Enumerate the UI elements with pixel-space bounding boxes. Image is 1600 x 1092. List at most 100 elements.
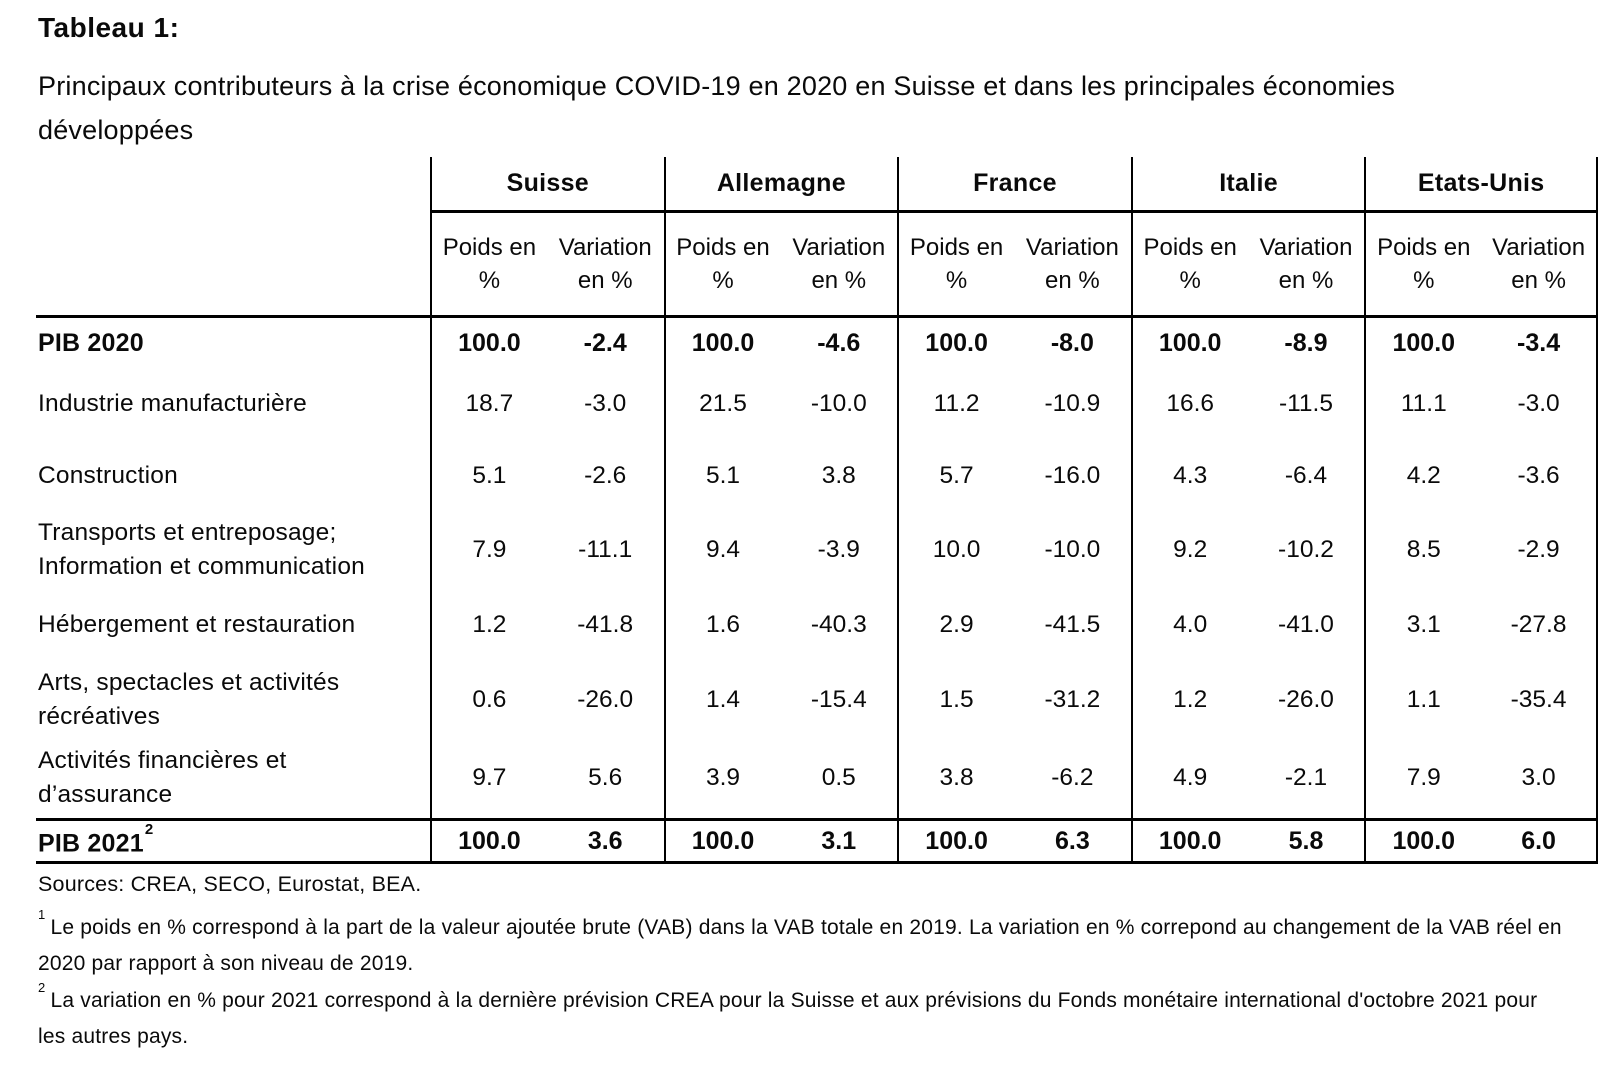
cell-variation: -3.4 xyxy=(1481,318,1598,368)
subheader-poids: Poids en % xyxy=(1130,213,1248,315)
cell-poids: 100.0 xyxy=(1130,821,1248,861)
cell-variation: -2.4 xyxy=(583,328,627,357)
cell-poids: 1.2 xyxy=(430,588,547,662)
cell-variation: 3.0 xyxy=(1481,738,1598,818)
table-header-countries: Suisse Allemagne France Italie Etats-Uni… xyxy=(36,157,1598,213)
row-label-text: Activités financières et d’assurance xyxy=(38,747,287,808)
cell-variation: 3.6 xyxy=(587,826,623,855)
footnote-1: 1Le poids en % correspond à la part de l… xyxy=(38,904,1562,982)
footnote-text: La variation en % pour 2021 correspond à… xyxy=(38,989,1538,1048)
country-header-etats-unis: Etats-Unis xyxy=(1364,157,1598,213)
cell-variation: -10.2 xyxy=(1278,536,1334,563)
country-header-suisse: Suisse xyxy=(430,157,664,213)
header-spacer xyxy=(36,157,430,213)
cell-poids: 100.0 xyxy=(663,318,781,368)
cell-variation: -41.0 xyxy=(1278,611,1334,638)
cell-poids: 4.3 xyxy=(1130,440,1248,512)
cell-poids: 4.9 xyxy=(1130,738,1248,818)
table-row-arts: Arts, spectacles et activités récréative… xyxy=(36,662,1598,738)
cell-poids: 0.6 xyxy=(430,662,547,738)
row-label-text: PIB 2020 xyxy=(38,329,144,357)
cell-variation: -8.9 xyxy=(1284,328,1328,357)
cell-variation: -4.6 xyxy=(817,328,861,357)
cell-variation: -31.2 xyxy=(1044,686,1101,713)
row-label: Hébergement et restauration xyxy=(36,588,430,662)
cell-variation: -35.4 xyxy=(1481,662,1598,738)
row-label-text: Industrie manufacturière xyxy=(38,390,307,417)
footnote-ref-2: 2 xyxy=(144,821,154,839)
table-number-title: Tableau 1: xyxy=(38,12,180,43)
country-header-france: France xyxy=(897,157,1131,213)
cell-variation: 5.8 xyxy=(1288,826,1324,855)
footnote-2: 2La variation en % pour 2021 correspond … xyxy=(38,977,1562,1055)
cell-poids: 3.1 xyxy=(1364,588,1481,662)
cell-poids: 100.0 xyxy=(430,821,547,861)
cell-poids: 4.0 xyxy=(1130,588,1248,662)
cell-poids: 2.9 xyxy=(897,588,1014,662)
cell-variation: -26.0 xyxy=(1278,686,1334,713)
row-label: Transports et entreposage; Information e… xyxy=(36,512,430,588)
row-label-text: PIB 20212 xyxy=(38,821,154,858)
cell-poids: 3.9 xyxy=(663,738,781,818)
cell-poids: 5.1 xyxy=(663,440,781,512)
cell-variation: -2.1 xyxy=(1284,764,1328,791)
country-header-italie: Italie xyxy=(1130,157,1365,213)
cell-poids: 100.0 xyxy=(1364,318,1481,368)
subheader-variation: Variation en % xyxy=(792,234,886,294)
footnote-text: Le poids en % correspond à la part de la… xyxy=(38,916,1562,975)
table-row-pib-2021: PIB 20212 100.0 3.6 100.0 3.1 100.0 6.3 … xyxy=(36,818,1598,864)
cell-poids: 100.0 xyxy=(897,318,1014,368)
row-label-text: Hébergement et restauration xyxy=(38,611,356,638)
cell-poids: 16.6 xyxy=(1130,368,1248,440)
subheader-variation: Variation en % xyxy=(558,234,652,294)
row-label-text: Arts, spectacles et activités récréative… xyxy=(38,669,340,730)
row-label: Arts, spectacles et activités récréative… xyxy=(36,662,430,738)
table-row-transports: Transports et entreposage; Information e… xyxy=(36,512,1598,588)
table-row-finance: Activités financières et d’assurance 9.7… xyxy=(36,738,1598,818)
table-row-construction: Construction 5.1 -2.6 5.1 3.8 5.7 -16.0 … xyxy=(36,440,1598,512)
row-label: PIB 20212 xyxy=(36,821,430,861)
cell-poids: 100.0 xyxy=(430,318,547,368)
cell-poids: 1.6 xyxy=(663,588,781,662)
cell-poids: 9.2 xyxy=(1130,512,1248,588)
data-table: Suisse Allemagne France Italie Etats-Uni… xyxy=(36,157,1598,864)
cell-variation: -10.0 xyxy=(810,390,867,417)
cell-poids: 9.7 xyxy=(430,738,547,818)
cell-poids: 10.0 xyxy=(897,512,1014,588)
cell-variation: -10.9 xyxy=(1044,390,1101,417)
cell-poids: 100.0 xyxy=(1130,318,1248,368)
cell-variation: -11.5 xyxy=(1278,390,1333,417)
subheader-poids: Poids en % xyxy=(1364,213,1481,315)
cell-variation: 5.6 xyxy=(588,764,623,791)
cell-variation: -6.2 xyxy=(1051,764,1094,791)
subheader-poids: Poids en % xyxy=(897,213,1014,315)
row-label: Construction xyxy=(36,440,430,512)
cell-variation: -2.9 xyxy=(1481,512,1598,588)
table-row-pib-2020: PIB 2020 100.0 -2.4 100.0 -4.6 100.0 -8.… xyxy=(36,318,1598,368)
footnote-marker: 2 xyxy=(38,979,46,995)
header-spacer xyxy=(36,213,430,315)
cell-poids: 100.0 xyxy=(897,821,1014,861)
cell-poids: 3.8 xyxy=(897,738,1014,818)
table-row-hebergement: Hébergement et restauration 1.2 -41.8 1.… xyxy=(36,588,1598,662)
cell-variation: -26.0 xyxy=(577,686,634,713)
cell-poids: 4.2 xyxy=(1364,440,1481,512)
cell-poids: 5.7 xyxy=(897,440,1014,512)
row-label-text: Construction xyxy=(38,462,178,489)
cell-poids: 7.9 xyxy=(1364,738,1481,818)
row-label: PIB 2020 xyxy=(36,318,430,368)
cell-variation: -3.6 xyxy=(1481,440,1598,512)
subheader-variation: Variation en % xyxy=(1481,213,1598,315)
cell-variation: -3.0 xyxy=(584,390,627,417)
cell-poids: 1.5 xyxy=(897,662,1014,738)
cell-poids: 7.9 xyxy=(430,512,547,588)
country-header-allemagne: Allemagne xyxy=(663,157,898,213)
row-label: Industrie manufacturière xyxy=(36,368,430,440)
cell-poids: 100.0 xyxy=(663,821,781,861)
row-label-text: Transports et entreposage; Information e… xyxy=(38,519,365,580)
cell-variation: -40.3 xyxy=(810,611,867,638)
subheader-poids: Poids en % xyxy=(663,213,781,315)
footnote-marker: 1 xyxy=(38,906,46,922)
cell-variation: -41.8 xyxy=(577,611,634,638)
cell-variation: -27.8 xyxy=(1481,588,1598,662)
